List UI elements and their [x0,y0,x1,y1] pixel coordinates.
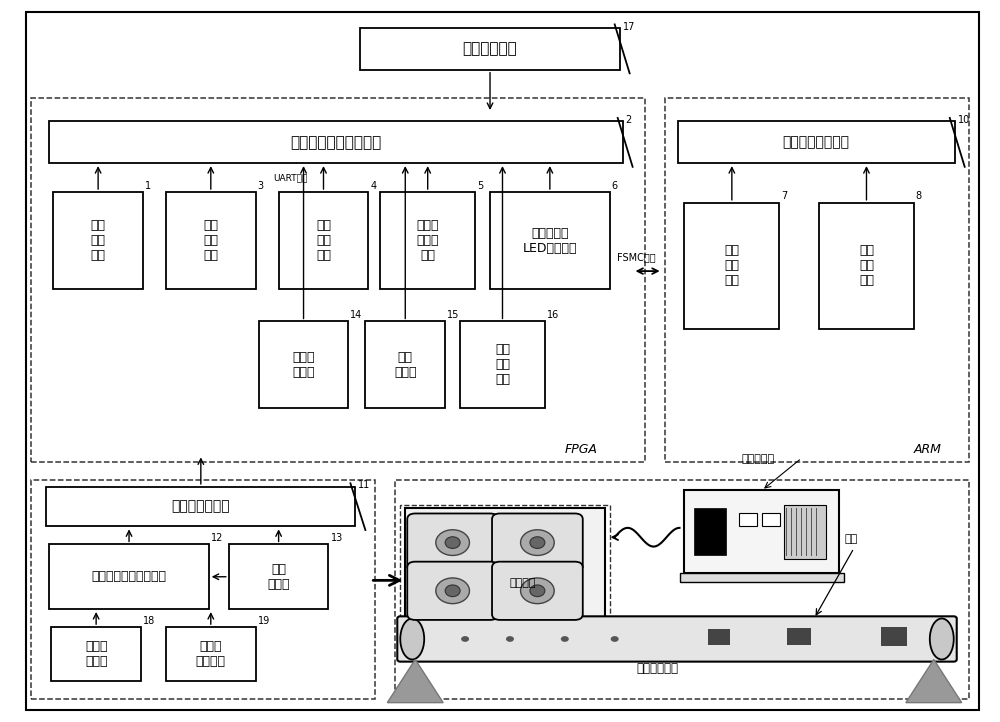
Bar [684,490,839,573]
Text: 1: 1 [145,180,151,191]
Ellipse shape [506,636,514,642]
Bar [708,629,730,645]
Text: 磁信号
检测探头: 磁信号 检测探头 [196,640,226,668]
Bar [53,192,143,289]
Text: 校正
算法
模块: 校正 算法 模块 [495,343,510,386]
Bar [784,505,826,559]
Ellipse shape [461,636,469,642]
Bar [881,627,907,646]
Text: FPGA: FPGA [565,443,598,456]
Text: 液晶
显示
模块: 液晶 显示 模块 [316,219,331,262]
Text: FSMC总线: FSMC总线 [617,252,656,262]
Bar [678,121,955,163]
Bar [51,627,141,681]
Text: 3: 3 [258,180,264,191]
Text: 17: 17 [623,22,635,32]
Ellipse shape [530,536,545,549]
Bar [49,544,209,609]
Bar [49,121,623,163]
Text: 自动
收线器: 自动 收线器 [394,351,417,378]
Text: 谐波
激励源: 谐波 激励源 [267,562,290,591]
Text: 4: 4 [370,180,376,191]
Bar [31,98,645,461]
Bar [380,192,475,289]
Text: 数据
存储
模块: 数据 存储 模块 [859,244,874,287]
Text: UART接口: UART接口 [274,173,308,183]
Bar [360,28,620,70]
Polygon shape [906,659,962,703]
Bar [665,98,969,461]
Text: 缺陷: 缺陷 [844,534,857,544]
Bar [365,321,445,408]
Text: 实时
操作
系统: 实时 操作 系统 [724,244,739,287]
Text: 16: 16 [547,310,559,320]
Text: 移动位
移解算
模块: 移动位 移解算 模块 [416,219,439,262]
Ellipse shape [436,578,469,604]
Ellipse shape [521,578,554,604]
Text: 埋地钙质管道: 埋地钙质管道 [637,661,679,674]
Text: 激励线
圈阵列: 激励线 圈阵列 [85,640,107,668]
Bar [819,203,914,329]
Text: 10: 10 [958,115,970,125]
Text: 11: 11 [358,480,371,490]
Text: 15: 15 [447,310,460,320]
Bar [762,513,780,526]
Bar [229,544,328,609]
Bar [259,321,348,408]
Ellipse shape [530,585,545,596]
Bar [405,508,605,620]
Text: 12: 12 [211,533,223,543]
Text: 6: 6 [612,180,618,191]
Text: 2: 2 [626,115,632,125]
Polygon shape [387,659,443,703]
Bar [787,628,811,645]
Bar [279,192,368,289]
Text: 7: 7 [781,191,787,201]
Bar [684,203,779,329]
Text: 14: 14 [350,310,363,320]
Bar [166,627,256,681]
Text: 13: 13 [330,533,343,543]
Ellipse shape [400,619,424,659]
Text: 谐波磁场聚焦检测探头: 谐波磁场聚焦检测探头 [92,570,167,583]
Text: 高精度
编码器: 高精度 编码器 [292,351,315,378]
Text: 按键控制和
LED指示模块: 按键控制和 LED指示模块 [523,227,577,255]
Text: 数据管理控制模块: 数据管理控制模块 [783,135,850,149]
FancyBboxPatch shape [492,562,583,620]
Text: ARM: ARM [914,443,942,456]
Bar [739,513,757,526]
Bar [400,505,610,624]
Ellipse shape [445,536,460,549]
Text: 电源管理模块: 电源管理模块 [463,41,517,56]
FancyBboxPatch shape [407,562,498,620]
Text: 数据信息高速处理模块: 数据信息高速处理模块 [290,135,382,150]
Bar [31,479,375,699]
Text: 谐波激励源: 谐波激励源 [741,454,774,464]
FancyBboxPatch shape [492,513,583,572]
Ellipse shape [561,636,569,642]
Ellipse shape [611,636,619,642]
Bar [694,508,726,555]
Text: 磁信息探测模块: 磁信息探测模块 [172,500,230,513]
Ellipse shape [445,585,460,596]
Ellipse shape [930,619,954,659]
Bar [395,479,969,699]
Text: 5: 5 [477,180,483,191]
Text: 算法
滤波
模块: 算法 滤波 模块 [203,219,218,262]
Bar [490,192,610,289]
Text: 8: 8 [916,191,922,201]
Bar [166,192,256,289]
Ellipse shape [521,530,554,555]
Text: 19: 19 [258,616,270,626]
Bar [46,487,355,526]
Text: 18: 18 [143,616,155,626]
Ellipse shape [436,530,469,555]
Bar [680,573,844,582]
Bar [460,321,545,408]
Text: 探头装置: 探头装置 [510,578,536,588]
FancyBboxPatch shape [397,617,957,661]
Text: 数据
采集
模块: 数据 采集 模块 [91,219,106,262]
FancyBboxPatch shape [407,513,498,572]
